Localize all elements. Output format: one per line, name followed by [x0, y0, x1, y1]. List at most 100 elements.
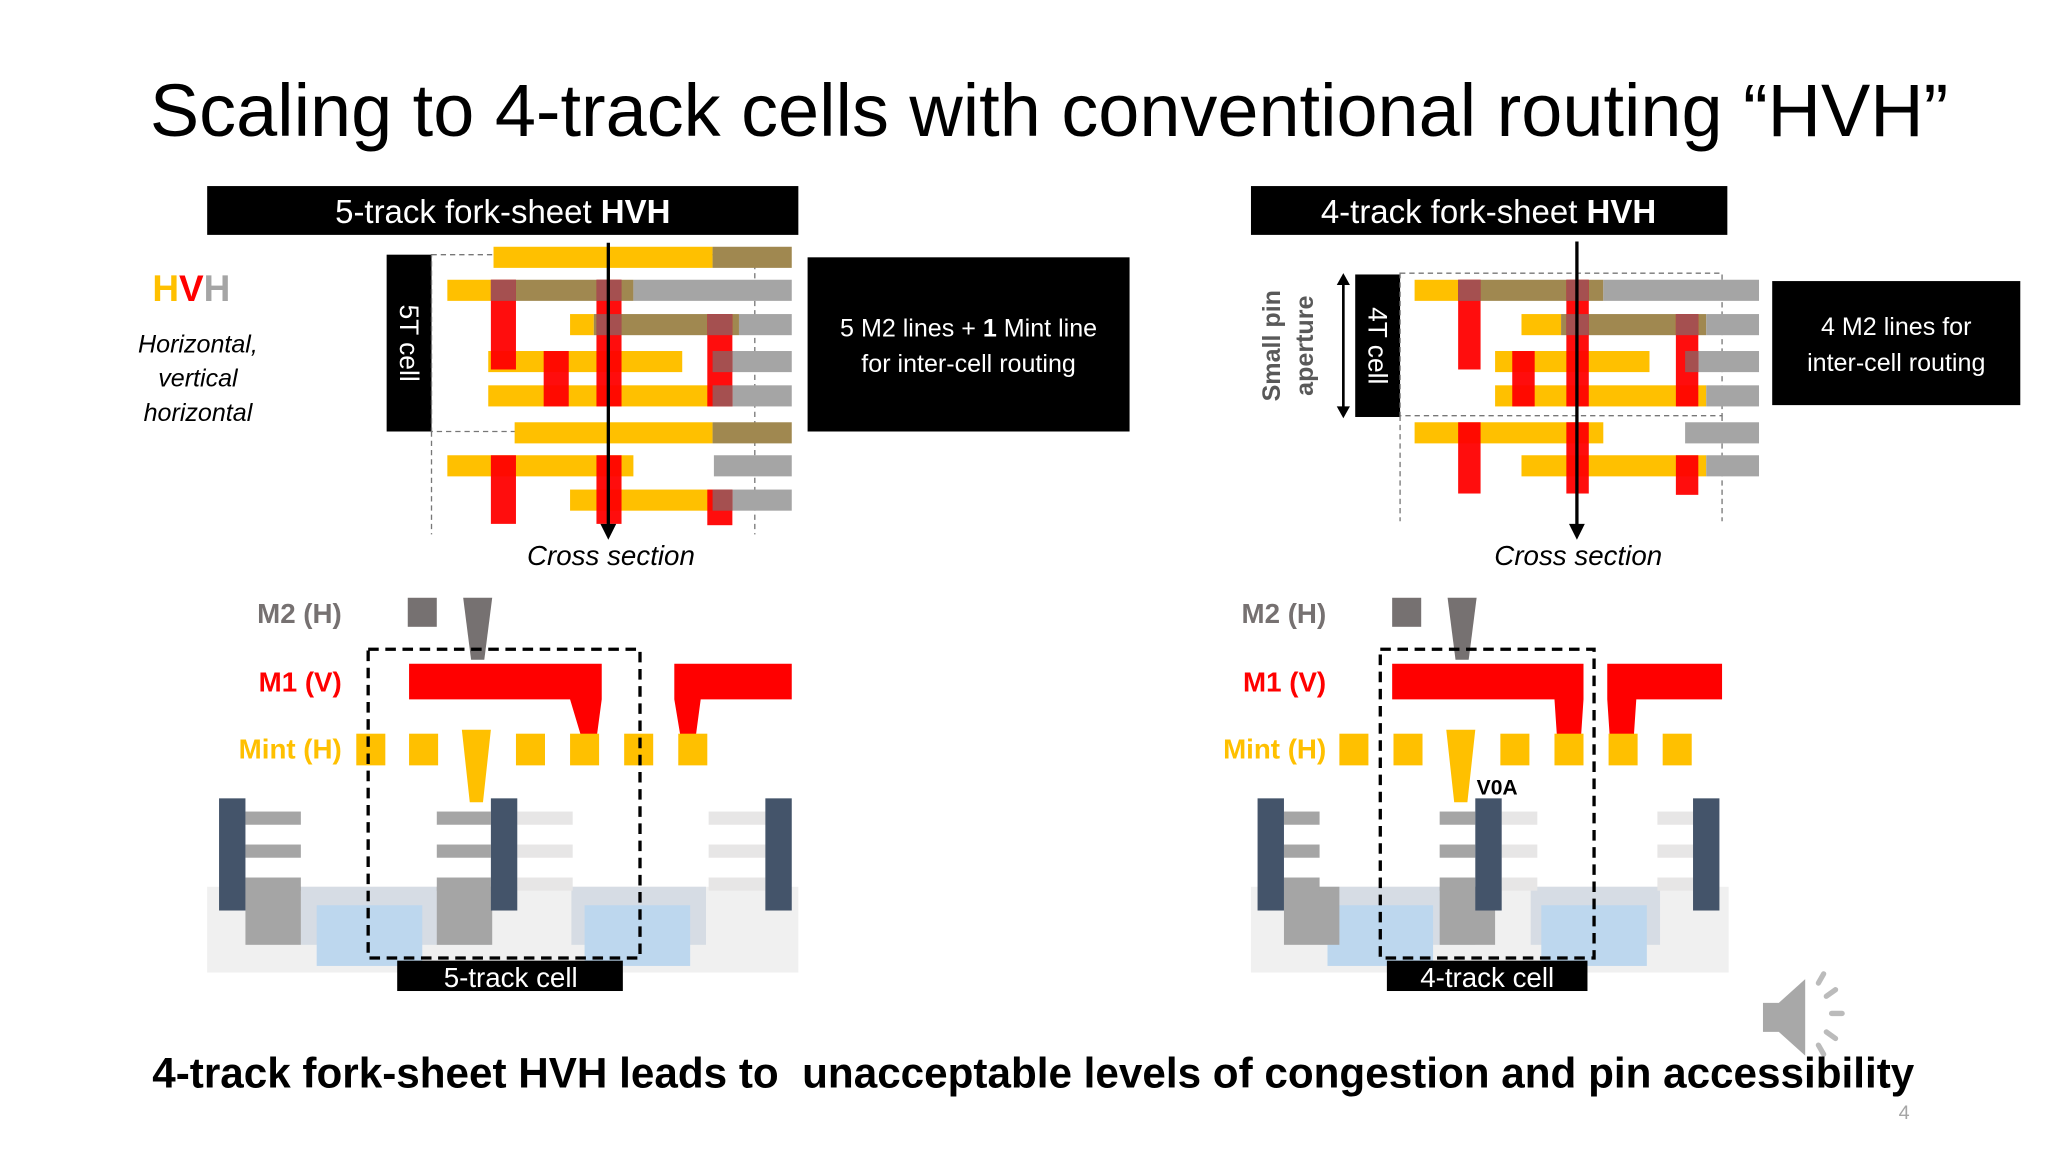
nanosheet: [436, 877, 491, 891]
left-cell-label: 5T cell: [394, 304, 424, 381]
nanosheet: [708, 811, 766, 825]
mint-m2-overlap: [593, 314, 739, 336]
hvh-legend: HVH: [152, 268, 230, 309]
m2-wire: [407, 597, 437, 627]
aperture-label-2: aperture: [1291, 296, 1319, 396]
right-cell-label-box: [1355, 274, 1401, 417]
right-info-line-1: 4 M2 lines for: [1821, 313, 1971, 341]
left-title-bold: HVH: [601, 193, 671, 230]
nanosheet: [708, 877, 766, 891]
nanosheet: [517, 877, 573, 891]
nanosheet: [517, 844, 573, 858]
nanosheet: [1439, 877, 1476, 891]
m2-track: [1706, 314, 1760, 336]
m1-m2-overlap: [712, 385, 733, 407]
nanosheet: [1501, 877, 1538, 891]
right-info-box: [1772, 281, 2021, 406]
mint-wire: [515, 733, 545, 766]
left-cross-section-label: Cross section: [527, 540, 695, 571]
contact-pillar: [436, 886, 493, 945]
hvh-legend-v: V: [179, 268, 204, 309]
mint-track: [514, 422, 713, 444]
left-cell-label-box: [386, 254, 432, 432]
dielectric-wall: [1693, 798, 1720, 911]
m1-m2-overlap: [1458, 279, 1481, 301]
nanosheet: [245, 844, 301, 858]
legend-line-3: horizontal: [144, 399, 254, 427]
mint-wire: [1339, 733, 1369, 766]
m1-m2-overlap: [1685, 351, 1699, 373]
mint-m2-overlap: [1561, 314, 1707, 336]
nanosheet: [1501, 844, 1538, 858]
nanosheet: [1657, 844, 1694, 858]
legend-line-1: Horizontal,: [138, 330, 258, 358]
mint-m2-overlap: [712, 246, 792, 268]
right-label-mint: Mint (H): [1223, 734, 1326, 765]
m2-track: [1603, 279, 1760, 301]
m2-via: [463, 597, 493, 660]
mint-track: [493, 246, 713, 268]
m1-wire: [674, 663, 792, 739]
right-cross-section-label: Cross section: [1494, 540, 1662, 571]
mint-wire: [1554, 733, 1584, 766]
right-label-m2: M2 (H): [1242, 598, 1327, 629]
cross-section-arrowhead: [600, 523, 617, 540]
via-label: V0A: [1477, 776, 1518, 799]
right-info-line-2: inter-cell routing: [1807, 349, 1985, 377]
left-label-m2: M2 (H): [257, 598, 342, 629]
mint-wire: [1500, 733, 1530, 766]
m1-m2-overlap: [490, 279, 516, 301]
left-label-mint: Mint (H): [239, 734, 342, 765]
mint-track: [1414, 279, 1459, 301]
nanosheet: [1283, 811, 1320, 825]
m1-line: [490, 455, 516, 524]
m2-track: [732, 489, 792, 511]
m1-wire: [1607, 663, 1723, 739]
contact-pillar: [245, 886, 301, 945]
right-label-m1: M1 (V): [1243, 666, 1326, 697]
m2-track: [732, 385, 792, 407]
right-title-bar: [1250, 186, 1728, 235]
dielectric-wall: [490, 798, 518, 911]
dielectric-wall: [219, 798, 246, 911]
contact-pillar: [1283, 886, 1340, 945]
left-title-prefix: 5-track fork-sheet: [335, 193, 601, 230]
m1-m2-overlap: [712, 489, 733, 511]
m2-track: [1685, 422, 1760, 444]
m2-track: [1706, 385, 1760, 407]
right-title-bold: HVH: [1587, 193, 1657, 230]
m1-wire: [1392, 663, 1584, 739]
m1-line: [1675, 455, 1699, 495]
speaker-icon[interactable]: [1762, 971, 1845, 1057]
right-cell-caption: 4-track cell: [1420, 962, 1554, 993]
dielectric-wall: [1475, 798, 1502, 911]
aperture-arrow: [1336, 273, 1350, 419]
right-title-prefix: 4-track fork-sheet: [1321, 193, 1587, 230]
m2-track: [1685, 351, 1760, 373]
nanosheet: [1657, 877, 1694, 891]
m1-m2-overlap: [707, 314, 733, 336]
cell-boundary: [1399, 272, 1723, 417]
mint-track: [488, 351, 683, 373]
m1-line: [543, 351, 569, 407]
v0a-via: [1446, 729, 1476, 803]
mint-track: [1521, 314, 1562, 336]
cross-section-arrowhead: [1568, 523, 1585, 540]
left-title: 5-track fork-sheet HVH: [335, 193, 670, 230]
left-info-line-1: 5 M2 lines + 1 Mint line: [840, 314, 1097, 342]
mint-wire: [1393, 733, 1423, 766]
mint-track: [570, 489, 713, 511]
left-cell-caption: 5-track cell: [444, 962, 578, 993]
mint-m2-overlap: [712, 422, 792, 444]
nanosheet: [1283, 844, 1320, 858]
nanosheet: [1439, 844, 1476, 858]
m1-line: [1458, 422, 1481, 494]
nanosheet: [245, 811, 301, 825]
m2-via: [1447, 597, 1477, 660]
left-label-m1: M1 (V): [259, 666, 342, 697]
mint-wire: [409, 733, 439, 766]
mint-track: [447, 279, 491, 301]
mint-wire: [356, 733, 386, 766]
hvh-legend-h1: H: [152, 268, 179, 309]
